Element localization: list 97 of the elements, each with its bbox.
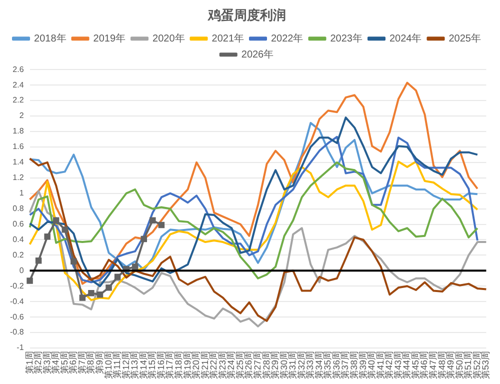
x-tick-label: 第47周 xyxy=(428,350,438,380)
point xyxy=(96,292,104,298)
x-tick-label: 第52周 xyxy=(472,350,482,380)
x-tick-label: 第2周 xyxy=(33,350,44,374)
point xyxy=(26,278,33,284)
x-tick-label: 第16周 xyxy=(156,350,166,380)
legend-label: 2026年 xyxy=(241,48,274,60)
x-tick-label: 第30周 xyxy=(278,350,289,380)
x-tick-label: 第36周 xyxy=(331,350,342,380)
legend-label: 2020年 xyxy=(152,32,185,44)
point xyxy=(88,290,94,296)
x-tick-label: 第20周 xyxy=(191,350,202,380)
x-tick-label: 第3周 xyxy=(42,350,52,374)
x-tick-label: 第51周 xyxy=(463,350,474,380)
x-tick-label: 第13周 xyxy=(130,350,140,380)
y-tick-label: 1 xyxy=(19,188,24,198)
x-tick-label: 第27周 xyxy=(252,350,262,380)
x-tick-label: 第12周 xyxy=(120,350,131,380)
y-tick-label: 1.4 xyxy=(12,158,24,167)
x-tick-label: 第21周 xyxy=(200,350,210,380)
x-tick-label: 第1周 xyxy=(24,350,34,374)
point xyxy=(150,217,156,224)
point xyxy=(52,217,60,224)
x-tick-label: 第15周 xyxy=(147,350,158,380)
x-tick-label: 第4周 xyxy=(50,350,61,374)
x-tick-label: 第6周 xyxy=(68,350,78,374)
y-tick-label: 0 xyxy=(19,266,24,275)
x-tick-label: 第7周 xyxy=(76,350,87,374)
x-tick-label: 第33周 xyxy=(305,350,316,380)
x-tick-label: 第34周 xyxy=(314,350,324,380)
x-tick-label: 第40周 xyxy=(366,350,377,380)
x-tick-label: 第48周 xyxy=(436,350,447,380)
x-tick-label: 第9周 xyxy=(94,350,104,374)
x-tick-label: 第8周 xyxy=(86,350,96,374)
point xyxy=(132,264,138,270)
x-tick-label: 第22周 xyxy=(208,350,219,380)
legend-label: 2025年 xyxy=(448,32,481,44)
x-tick-label: 第37周 xyxy=(340,350,350,380)
y-tick-label: 2 xyxy=(19,111,24,120)
x-tick-label: 第41周 xyxy=(375,350,386,380)
point xyxy=(70,258,77,264)
x-tick-label: 第49周 xyxy=(446,350,456,380)
x-tick-label: 第45周 xyxy=(410,350,420,380)
x-tick-label: 第38周 xyxy=(349,350,360,380)
y-tick-label: 0.2 xyxy=(12,250,24,260)
legend-label: 2021年 xyxy=(212,32,244,44)
legend-label: 2022年 xyxy=(271,32,304,44)
x-tick-label: 第32周 xyxy=(296,350,306,380)
x-tick-label: 第39周 xyxy=(358,350,368,380)
legend-label: 2023年 xyxy=(330,32,362,44)
x-tick-label: 第53周 xyxy=(480,350,491,380)
y-tick-label: -0.4 xyxy=(10,296,24,306)
legend-label: 2018年 xyxy=(34,32,66,44)
x-tick-label: 第23周 xyxy=(217,350,228,380)
y-tick-label: 0.4 xyxy=(12,234,24,244)
y-tick-label: 0.6 xyxy=(12,219,24,228)
y-tick-label: 2.2 xyxy=(12,96,24,105)
x-tick-label: 第14周 xyxy=(138,350,148,380)
x-tick-label: 第44周 xyxy=(402,350,412,380)
point xyxy=(62,226,68,233)
x-tick-label: 第50周 xyxy=(454,350,464,380)
x-tick-label: 第19周 xyxy=(182,350,192,380)
point xyxy=(44,234,50,240)
y-tick-label: 0.8 xyxy=(12,204,24,213)
y-tick-label: 1.8 xyxy=(12,126,24,136)
x-tick-label: 第11周 xyxy=(112,350,122,378)
y-tick-label: 1.2 xyxy=(12,173,24,182)
y-tick-label: -0.8 xyxy=(10,328,24,337)
legend-label: 2019年 xyxy=(93,32,126,44)
x-tick-label: 第29周 xyxy=(270,350,280,380)
x-tick-label: 第18周 xyxy=(173,350,184,380)
x-tick-label: 第43周 xyxy=(392,350,403,380)
x-tick-label: 第5周 xyxy=(59,350,70,374)
y-tick-label: 2.6 xyxy=(12,64,24,74)
point xyxy=(140,236,148,242)
x-tick-label: 第24周 xyxy=(226,350,236,380)
x-tick-label: 第46周 xyxy=(419,350,430,380)
x-tick-label: 第31周 xyxy=(288,350,298,380)
x-tick-label: 第17周 xyxy=(164,350,175,380)
y-tick-label: -1 xyxy=(16,343,24,352)
x-tick-label: 第28周 xyxy=(261,350,272,380)
y-tick-label: 2.4 xyxy=(12,80,24,90)
x-tick-label: 第10周 xyxy=(103,350,114,380)
point xyxy=(106,284,112,291)
x-tick-label: 第26周 xyxy=(244,350,254,380)
x-tick-label: 第42周 xyxy=(384,350,394,380)
x-tick-label: 第35周 xyxy=(322,350,333,380)
point xyxy=(35,257,42,264)
y-tick-label: -0.2 xyxy=(10,281,24,290)
point xyxy=(114,274,121,280)
chart-title: 鸡蛋周度利润 xyxy=(207,7,286,22)
x-tick-label: 第25周 xyxy=(234,350,245,380)
legend-label: 2024年 xyxy=(389,32,422,44)
y-tick-label: 1.6 xyxy=(12,142,24,152)
point xyxy=(158,222,165,228)
point xyxy=(79,294,86,301)
y-tick-label: -0.6 xyxy=(10,312,24,322)
